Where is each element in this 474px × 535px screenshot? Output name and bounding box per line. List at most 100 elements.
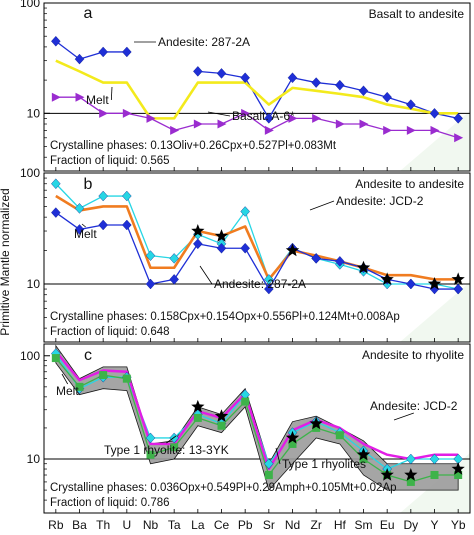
point-andesite-287-2a-th bbox=[98, 46, 108, 58]
point-andesite-287-2a-u bbox=[122, 219, 132, 231]
point-model-points-nd bbox=[285, 430, 300, 444]
point-andesite-287-2a-ta bbox=[169, 274, 179, 285]
panel-title: Andesite to andesite bbox=[355, 177, 464, 191]
point-model-points-yb bbox=[451, 272, 465, 285]
y-tick-label: 100 bbox=[20, 166, 40, 180]
point-basalt-a-6--nb bbox=[146, 113, 156, 123]
panel-letter: b bbox=[84, 176, 93, 193]
point-basalt-a-6--ba bbox=[75, 92, 85, 102]
annotation-label: Melt bbox=[56, 384, 79, 398]
point-model-points-nd bbox=[285, 243, 300, 257]
point-andesite-287-2a-pb bbox=[240, 242, 250, 254]
point-andesite-287-2a-zr bbox=[311, 253, 321, 264]
y-tick-label: 100 bbox=[20, 0, 40, 10]
point-andesite-287-2a-sr bbox=[264, 113, 274, 124]
point-andesite-287-2a-hf bbox=[335, 79, 345, 91]
x-tick-label-pb: Pb bbox=[238, 518, 253, 532]
point-andesite-287-2a-dy bbox=[406, 99, 416, 110]
panel-shading bbox=[400, 282, 470, 342]
point-andesite-jcd-2-nb bbox=[145, 432, 156, 444]
point-model-points-ce bbox=[214, 229, 229, 242]
point-basalt-a-6--nd bbox=[288, 113, 298, 123]
point-andesite-287-2a-dy bbox=[406, 278, 416, 290]
caption-line: Crystalline phases: 0.13Oliv+0.26Cpx+0.5… bbox=[50, 140, 337, 152]
x-tick-label-nd: Nd bbox=[285, 518, 300, 532]
point-model-points-sm bbox=[356, 447, 371, 461]
point-basalt-a-6--y bbox=[430, 125, 440, 135]
point-type-1-rhyolite-13-3yk-hf bbox=[335, 431, 344, 440]
point-basalt-a-6--rb bbox=[51, 92, 61, 102]
annotation-label: Type 1 rhyolite: 13-3YK bbox=[104, 443, 229, 457]
point-andesite-287-2a-u bbox=[122, 46, 132, 58]
y-axis-label: Primitive Mantle normalized bbox=[0, 188, 12, 335]
annotation-label: Basalt: A-6* bbox=[232, 109, 295, 123]
x-tick-label-ce: Ce bbox=[214, 518, 230, 532]
point-type-1-rhyolite-13-3yk-y bbox=[430, 471, 439, 480]
point-andesite-287-2a-y bbox=[429, 108, 440, 119]
y-tick-label: 10 bbox=[27, 106, 41, 120]
point-basalt-a-6--ta bbox=[170, 125, 180, 135]
point-andesite-287-2a-ce bbox=[216, 68, 227, 79]
panel-title: Andesite to rhyolite bbox=[362, 348, 464, 362]
annotation-leader bbox=[393, 412, 414, 421]
annotation-leader bbox=[166, 435, 177, 444]
x-axis-ticks: Rb Ba Th U Nb Ta La Ce Pb Sr Nd Zr Hf Sm Eu Dy Y Yb bbox=[48, 518, 466, 532]
x-tick-label-nb: Nb bbox=[143, 518, 159, 532]
point-type-1-rhyolite-13-3yk-pb bbox=[241, 397, 250, 406]
point-type-1-rhyolite-13-3yk-zr bbox=[312, 423, 321, 432]
point-type-1-rhyolite-13-3yk-u bbox=[122, 374, 131, 383]
point-andesite-287-2a-ba bbox=[74, 224, 85, 235]
point-basalt-a-6--zr bbox=[312, 113, 322, 123]
point-basalt-a-6--ce bbox=[217, 119, 227, 129]
x-tick-label-sm: Sm bbox=[355, 518, 373, 532]
point-andesite-287-2a-rb bbox=[51, 35, 61, 47]
annotation-leader bbox=[309, 200, 335, 211]
x-tick-label-ba: Ba bbox=[72, 518, 87, 532]
point-model-points-y bbox=[427, 277, 442, 290]
point-type-1-rhyolite-13-3yk-nd bbox=[288, 439, 297, 448]
point-andesite-287-2a-nd bbox=[287, 72, 298, 84]
point-basalt-a-6--yb bbox=[454, 133, 464, 143]
point-andesite-287-2a-hf bbox=[335, 256, 345, 267]
point-model-points-eu bbox=[380, 468, 394, 481]
point-type-1-rhyolite-13-3yk-ta bbox=[170, 443, 179, 452]
caption-line: Fraction of liquid: 0.565 bbox=[50, 155, 170, 167]
point-type-1-rhyolite-13-3yk-sr bbox=[264, 471, 273, 480]
point-type-1-rhyolite-13-3yk-dy bbox=[406, 477, 415, 486]
point-type-1-rhyolite-13-3yk-ba bbox=[75, 382, 84, 391]
annotation-leader bbox=[110, 86, 113, 101]
point-andesite-jcd-2-dy bbox=[406, 453, 416, 465]
point-andesite-jcd-2-pb bbox=[240, 206, 250, 217]
point-model-points-la bbox=[191, 224, 205, 237]
panel-letter: a bbox=[84, 5, 93, 22]
point-andesite-287-2a-la bbox=[193, 238, 203, 250]
x-tick-label-th: Th bbox=[96, 518, 110, 532]
point-model-points-zr bbox=[309, 416, 323, 430]
point-andesite-jcd-2-y bbox=[429, 453, 440, 465]
annotation-label: Melt bbox=[74, 227, 97, 241]
point-basalt-a-6--eu bbox=[383, 125, 393, 135]
point-type-1-rhyolite-13-3yk-nb bbox=[146, 450, 155, 459]
caption-line: Fraction of liquid: 0.786 bbox=[50, 497, 170, 509]
point-basalt-a-6--sm bbox=[359, 119, 369, 129]
point-andesite-jcd-2-u bbox=[122, 190, 132, 202]
series-line-melt bbox=[55, 194, 459, 281]
point-basalt-a-6--hf bbox=[335, 119, 345, 129]
point-model-points-dy bbox=[404, 468, 418, 481]
x-tick-label-u: U bbox=[122, 518, 131, 532]
point-andesite-jcd-2-ta bbox=[169, 253, 179, 264]
annotation-label: Andesite: JCD-2 bbox=[370, 399, 458, 413]
point-model-points-la bbox=[191, 399, 205, 413]
x-tick-label-y: Y bbox=[430, 518, 438, 532]
point-andesite-287-2a-sr bbox=[264, 283, 274, 295]
annotation-leader bbox=[207, 111, 231, 117]
point-andesite-jcd-2-ta bbox=[169, 432, 179, 444]
point-type-1-rhyolite-13-3yk-la bbox=[193, 413, 202, 422]
annotation-label: Andesite: 287-2A bbox=[214, 277, 306, 291]
point-type-1-rhyolite-13-3yk-rb bbox=[51, 354, 60, 363]
panel-a: 10 100 Basalt to andesite a Andesite: 287-2A… bbox=[20, 0, 471, 172]
point-andesite-287-2a-la bbox=[193, 66, 203, 77]
panel-frame bbox=[43, 2, 471, 172]
point-type-1-rhyolite-13-3yk-sm bbox=[359, 455, 368, 464]
